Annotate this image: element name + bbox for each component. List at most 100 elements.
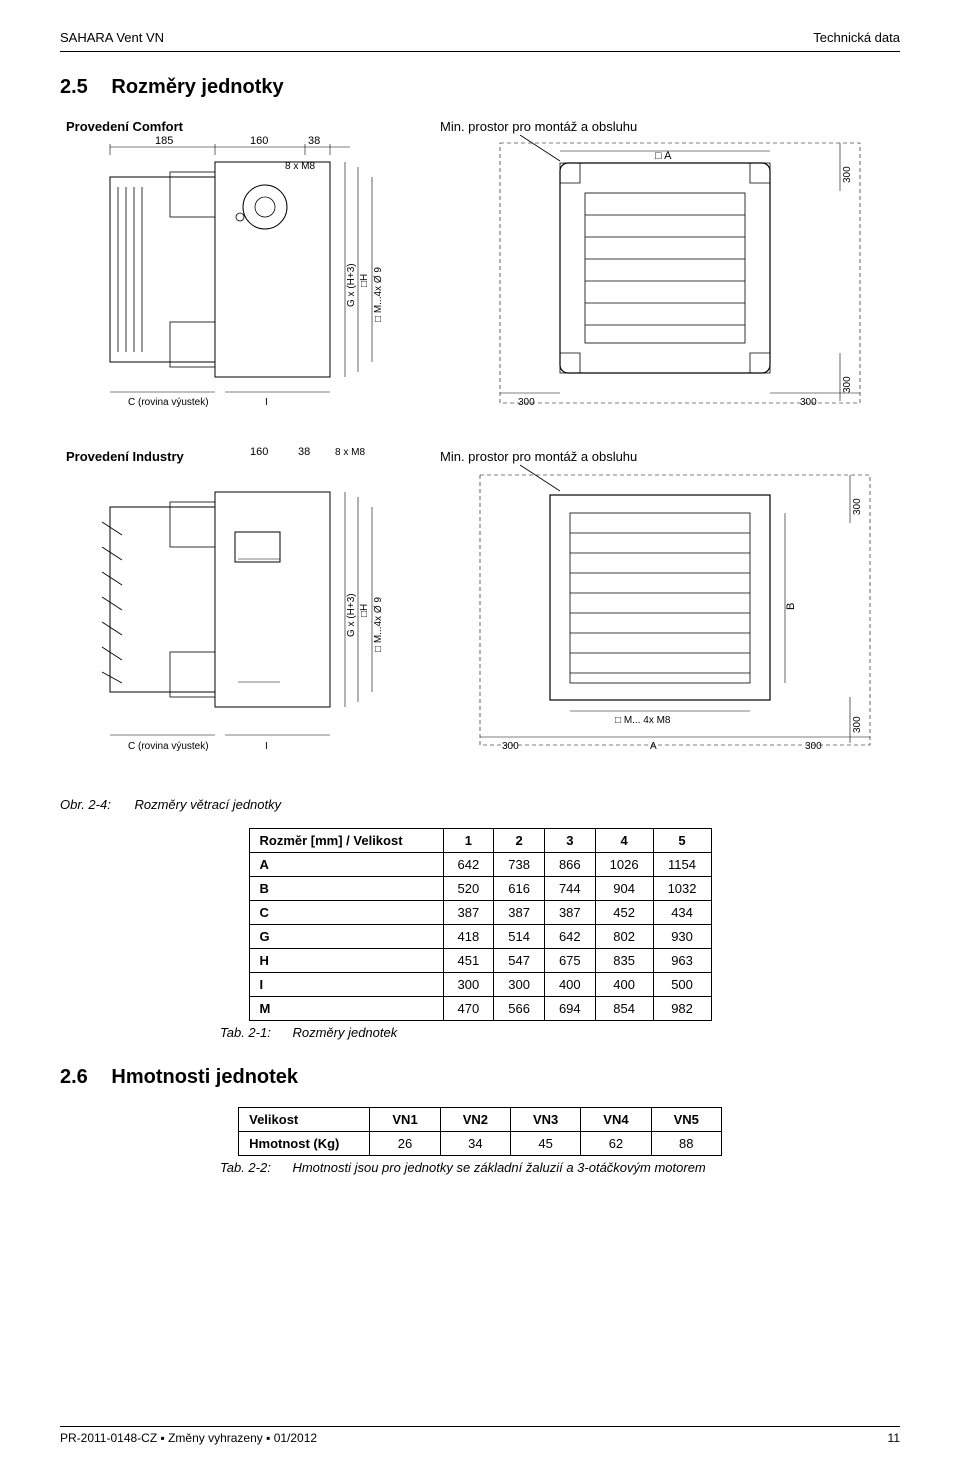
cell: G <box>249 925 443 949</box>
dim-300-rt: 300 <box>842 166 853 183</box>
dim-i: I <box>265 397 268 408</box>
section-number: 2.6 <box>60 1066 88 1088</box>
table-row: Hmotnost (Kg) 26 34 45 62 88 <box>239 1132 722 1156</box>
table-header-row: Velikost VN1 VN2 VN3 VN4 VN5 <box>239 1108 722 1132</box>
cell: 904 <box>595 877 653 901</box>
dim-300-rb: 300 <box>842 376 853 393</box>
tab-text: Hmotnosti jsou pro jednotky se základní … <box>292 1160 705 1175</box>
dim-185: 185 <box>155 135 173 147</box>
tab-ref: Tab. 2-2: <box>220 1160 271 1175</box>
label-provedeni-comfort: Provedení Comfort <box>66 119 184 134</box>
cell: 738 <box>494 853 545 877</box>
table-row: G418514642802930 <box>249 925 711 949</box>
th-5: 5 <box>653 829 711 853</box>
cell: 694 <box>544 997 595 1021</box>
label-8xm8: 8 x M8 <box>285 161 315 172</box>
th-4: 4 <box>595 829 653 853</box>
table-row: A64273886610261154 <box>249 853 711 877</box>
cell: 930 <box>653 925 711 949</box>
dim-300-br: 300 <box>800 397 817 408</box>
cell: 34 <box>440 1132 510 1156</box>
cell: 26 <box>370 1132 440 1156</box>
cell: 451 <box>443 949 494 973</box>
cell: A <box>249 853 443 877</box>
cell: H <box>249 949 443 973</box>
label-min-prostor: Min. prostor pro montáž a obsluhu <box>440 119 637 134</box>
fig-ref: Obr. 2-4: <box>60 797 111 812</box>
cell: 854 <box>595 997 653 1021</box>
cell: 452 <box>595 901 653 925</box>
table1-caption: Tab. 2-1: Rozměry jednotek <box>60 1025 900 1040</box>
cell: C <box>249 901 443 925</box>
cell: 1026 <box>595 853 653 877</box>
header-right: Technická data <box>813 30 900 45</box>
dim-a-top: □ A <box>655 150 672 162</box>
th2-4: VN4 <box>581 1108 651 1132</box>
th2-5: VN5 <box>651 1108 721 1132</box>
footer-rule <box>60 1426 900 1427</box>
cell: B <box>249 877 443 901</box>
cell: Hmotnost (Kg) <box>239 1132 370 1156</box>
cell: 1154 <box>653 853 711 877</box>
label-provedeni-industry: Provedení Industry <box>66 449 185 464</box>
dim-38-2: 38 <box>298 447 310 458</box>
cell: 866 <box>544 853 595 877</box>
label-min-prostor-2: Min. prostor pro montáž a obsluhu <box>440 449 637 464</box>
dim-300-bl2: 300 <box>502 741 519 752</box>
figure-industry: Provedení Industry Min. prostor pro mont… <box>60 447 900 777</box>
table2-caption: Tab. 2-2: Hmotnosti jsou pro jednotky se… <box>60 1160 900 1175</box>
cell: 835 <box>595 949 653 973</box>
dim-a-bot: A <box>650 741 657 752</box>
dim-160-2: 160 <box>250 447 268 458</box>
tab-text: Rozměry jednotek <box>292 1025 397 1040</box>
cell: 642 <box>544 925 595 949</box>
cell: 300 <box>494 973 545 997</box>
cell: 675 <box>544 949 595 973</box>
tab-ref: Tab. 2-1: <box>220 1025 271 1040</box>
dim-m-2: □ M...4x Ø 9 <box>373 597 384 652</box>
cell: 387 <box>494 901 545 925</box>
dim-c-2: C (rovina výustek) <box>128 741 209 752</box>
cell: 566 <box>494 997 545 1021</box>
fig-text: Rozměry větrací jednotky <box>134 797 281 812</box>
table-row: M470566694854982 <box>249 997 711 1021</box>
th-3: 3 <box>544 829 595 853</box>
header-left: SAHARA Vent VN <box>60 30 164 45</box>
cell: 418 <box>443 925 494 949</box>
cell: I <box>249 973 443 997</box>
header-rule <box>60 51 900 52</box>
section-2-6-heading: 2.6 Hmotnosti jednotek <box>60 1066 900 1089</box>
cell: 514 <box>494 925 545 949</box>
table-rozmery: Rozměr [mm] / Velikost 1 2 3 4 5 A642738… <box>249 828 712 1021</box>
cell: 744 <box>544 877 595 901</box>
dim-i-2: I <box>265 741 268 752</box>
th-2: 2 <box>494 829 545 853</box>
table-row: H451547675835963 <box>249 949 711 973</box>
fig-caption-2-4: Obr. 2-4: Rozměry větrací jednotky <box>60 797 900 812</box>
drawing-industry: Provedení Industry Min. prostor pro mont… <box>60 447 900 777</box>
cell: 88 <box>651 1132 721 1156</box>
footer-left: PR-2011-0148-CZ ▪ Změny vyhrazeny ▪ 01/2… <box>60 1431 317 1445</box>
dim-160: 160 <box>250 135 268 147</box>
table-row: C387387387452434 <box>249 901 711 925</box>
cell: 520 <box>443 877 494 901</box>
cell: 982 <box>653 997 711 1021</box>
dim-h-2: □H <box>359 604 370 617</box>
table-hmotnosti: Velikost VN1 VN2 VN3 VN4 VN5 Hmotnost (K… <box>238 1107 722 1156</box>
dim-38: 38 <box>308 135 320 147</box>
cell: 300 <box>443 973 494 997</box>
label-8xm8-2: 8 x M8 <box>335 447 365 458</box>
cell: 642 <box>443 853 494 877</box>
cell: 470 <box>443 997 494 1021</box>
th-1: 1 <box>443 829 494 853</box>
table-row: I300300400400500 <box>249 973 711 997</box>
cell: 434 <box>653 901 711 925</box>
section-title: Hmotnosti jednotek <box>111 1066 298 1088</box>
th2-0: Velikost <box>239 1108 370 1132</box>
th2-3: VN3 <box>510 1108 580 1132</box>
table-row: B5206167449041032 <box>249 877 711 901</box>
dim-m: □ M...4x Ø 9 <box>373 267 384 322</box>
cell: 802 <box>595 925 653 949</box>
cell: 400 <box>544 973 595 997</box>
dim-c: C (rovina výustek) <box>128 397 209 408</box>
